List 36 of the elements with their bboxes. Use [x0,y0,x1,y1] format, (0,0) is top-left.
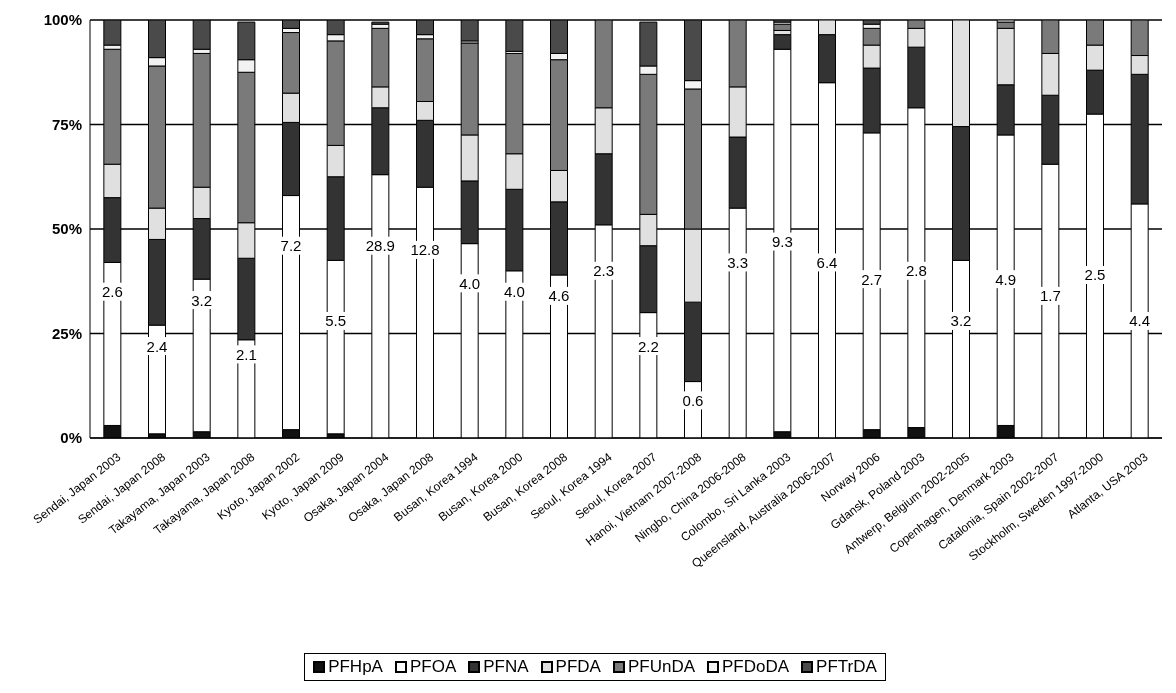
y-tick-label: 0% [60,429,82,447]
y-tick-label: 25% [51,324,82,342]
annotation: 4.0 [459,274,481,292]
annotation: 4.9 [995,270,1017,288]
legend-label: PFTrDA [816,657,877,677]
y-tick-label: 100% [43,11,82,29]
legend-label: PFUnDA [627,657,695,677]
annotation: 4.0 [503,283,525,301]
annotation: 2.6 [101,283,123,301]
legend-label: PFNA [483,657,529,677]
annotation: 3.2 [191,291,213,309]
annotation: 6.4 [816,253,838,271]
legend-label: PFHpA [328,657,383,677]
annotation: 3.3 [727,253,749,271]
legend-label: PFDA [555,657,601,677]
annotation: 2.8 [905,262,927,280]
annotation: 0.6 [682,391,704,409]
legend-label: PFOA [409,657,457,677]
annotation: 1.7 [1039,287,1061,305]
annotation: 4.6 [548,287,570,305]
annotation: 5.5 [325,312,347,330]
annotation: 7.2 [280,237,302,255]
annotation: 2.3 [593,262,615,280]
annotation: 2.7 [861,270,883,288]
y-tick-label: 50% [51,220,82,238]
annotation: 28.9 [365,237,395,255]
legend-label: PFDoDA [722,657,790,677]
annotation: 9.3 [771,233,793,251]
annotation: 12.8 [410,241,440,259]
annotation: 4.4 [1129,312,1151,330]
annotation: 2.4 [146,337,168,355]
annotation: 3.2 [950,312,972,330]
annotation: 2.1 [235,345,257,363]
annotation: 2.2 [637,337,659,355]
annotation: 2.5 [1084,266,1106,284]
y-tick-label: 75% [51,115,82,133]
